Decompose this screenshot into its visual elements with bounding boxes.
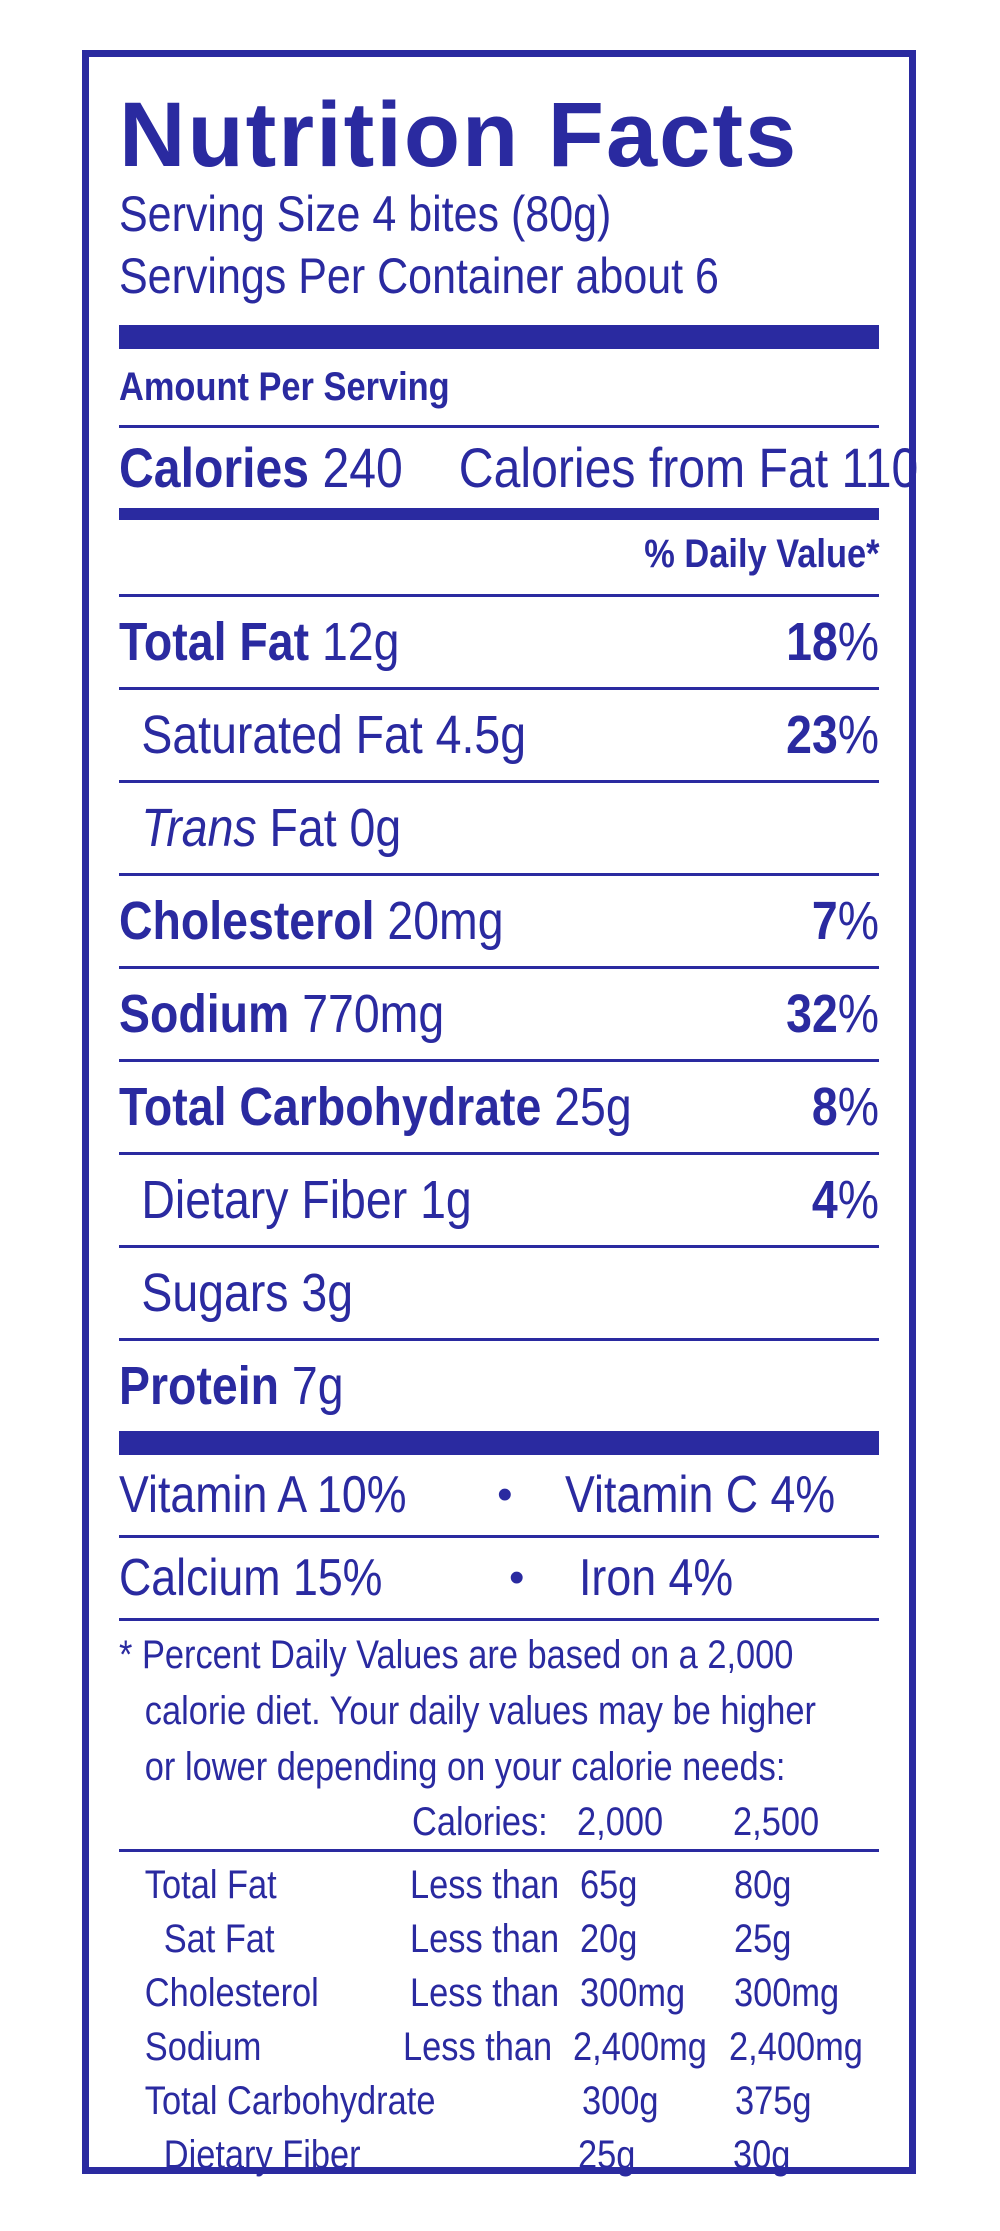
vitamin-row-calcium-iron: Calcium 15% • Iron 4%	[119, 1549, 734, 1607]
reference-row: Cholesterol Less than 300mg 300mg	[144, 1970, 840, 2015]
nutrient-row-dietary-fiber: Dietary Fiber 1g 4%	[119, 1152, 879, 1245]
calories-value: 240	[322, 436, 403, 499]
calories-from-fat: Calories from Fat 110	[458, 436, 919, 499]
bullet-icon: •	[497, 1470, 513, 1519]
nutrient-row-total-carbohydrate: Total Carbohydrate 25g 8%	[119, 1059, 879, 1152]
divider	[119, 425, 879, 428]
thick-divider	[119, 325, 879, 349]
nutrient-row-sodium: Sodium 770mg 32%	[119, 966, 879, 1059]
footnote: * Percent Daily Values are based on a 2,…	[119, 1633, 817, 1789]
reference-row: Total Fat Less than 65g 80g	[144, 1862, 792, 1907]
calories-row: Calories 240 Calories from Fat 110	[119, 428, 918, 508]
label-title: Nutrition Facts	[119, 84, 799, 186]
reference-header: Calories: 2,000 2,500	[119, 1795, 879, 1852]
thick-divider-vitamins	[119, 1431, 879, 1455]
nutrient-row-total-fat: Total Fat 12g 18%	[119, 594, 879, 687]
reference-row: Sat Fat Less than 20g 25g	[163, 1916, 792, 1961]
daily-reference-table: Calories: 2,000 2,500 Total Fat Less tha…	[119, 1795, 879, 2182]
daily-value-header: % Daily Value*	[643, 532, 879, 576]
serving-size: Serving Size 4 bites (80g)	[119, 186, 612, 242]
servings-per-container: Servings Per Container about 6	[119, 248, 719, 304]
nutrient-row-cholesterol: Cholesterol 20mg 7%	[119, 873, 879, 966]
reference-row: Total Carbohydrate 300g 375g	[144, 2078, 812, 2123]
nutrient-row-saturated-fat: Saturated Fat 4.5g 23%	[119, 687, 879, 780]
bullet-icon: •	[509, 1553, 525, 1602]
nutrition-facts-label: Nutrition Facts Serving Size 4 bites (80…	[82, 50, 918, 2177]
nutrient-row-sugars: Sugars 3g	[119, 1245, 879, 1338]
calories-label: Calories	[119, 436, 310, 499]
reference-row: Sodium Less than 2,400mg 2,400mg	[144, 2024, 863, 2069]
divider	[119, 1618, 879, 1621]
medium-divider	[119, 508, 879, 520]
divider	[119, 1535, 879, 1538]
nutrient-row-protein: Protein 7g	[119, 1338, 879, 1431]
vitamin-row-a-c: Vitamin A 10% • Vitamin C 4%	[119, 1466, 836, 1524]
reference-row: Dietary Fiber 25g 30g	[163, 2132, 791, 2177]
nutrient-row-trans-fat: Trans Fat 0g	[119, 780, 879, 873]
amount-per-serving: Amount Per Serving	[119, 365, 450, 409]
